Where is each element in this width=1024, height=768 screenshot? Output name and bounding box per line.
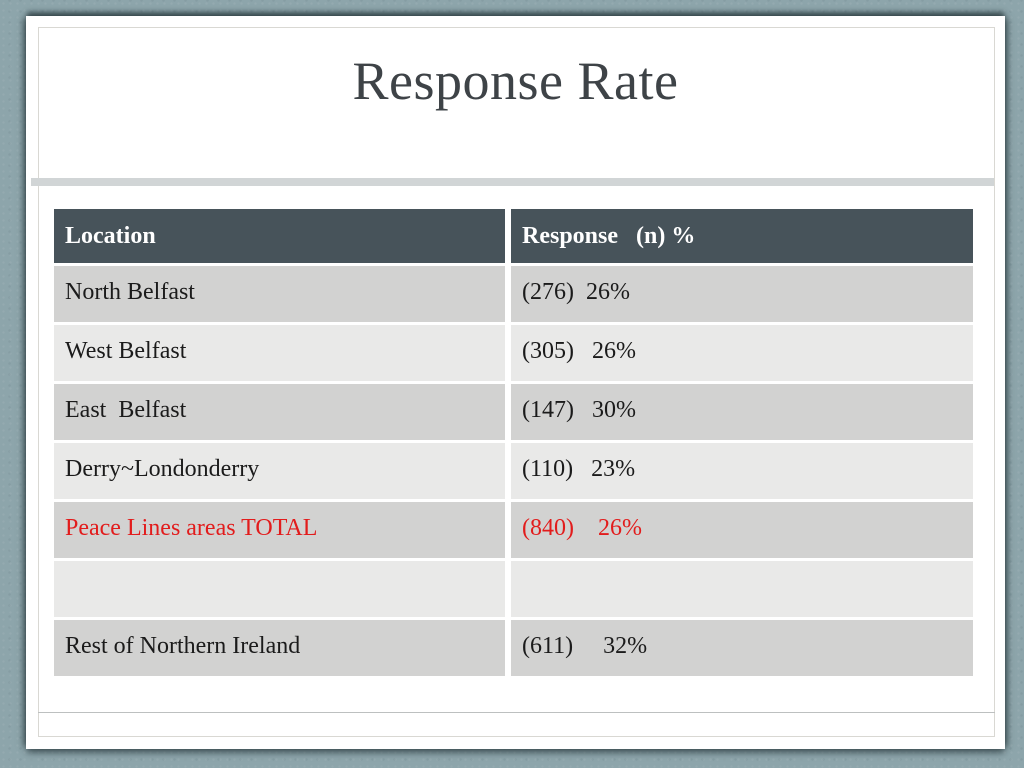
table-cell-location: North Belfast [54,266,505,322]
title-divider-bar [31,178,994,186]
table-header-location: Location [54,209,505,263]
table-cell-location: Peace Lines areas TOTAL [54,502,505,558]
table-cell-response: (147) 30% [511,384,973,440]
footer-divider-line [38,712,995,713]
presentation-slide: Response Rate Location Response (n) % No… [26,16,1005,749]
slide-title: Response Rate [352,51,679,111]
table-cell-location-empty [54,561,505,617]
table-cell-response: (305) 26% [511,325,973,381]
response-rate-table: Location Response (n) % North Belfast (2… [54,209,973,676]
table-cell-response: (110) 23% [511,443,973,499]
table-header-response: Response (n) % [511,209,973,263]
table-cell-response: (276) 26% [511,266,973,322]
table-cell-response: (611) 32% [511,620,973,676]
table-cell-location: West Belfast [54,325,505,381]
table-cell-location: Rest of Northern Ireland [54,620,505,676]
table-cell-response: (840) 26% [511,502,973,558]
table-cell-response-empty [511,561,973,617]
table-cell-location: Derry~Londonderry [54,443,505,499]
table-cell-location: East Belfast [54,384,505,440]
